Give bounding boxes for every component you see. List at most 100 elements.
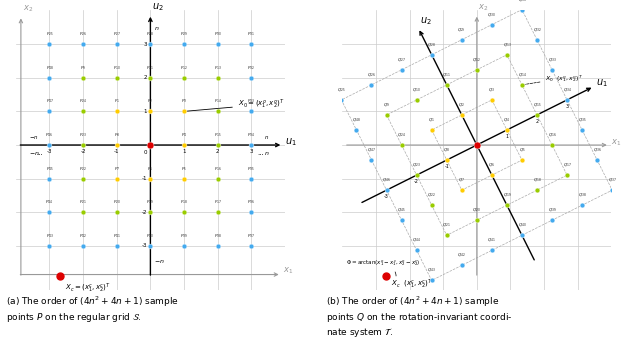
- Text: $Q_{21}$: $Q_{21}$: [442, 222, 451, 229]
- Text: $P_{15}$: $P_{15}$: [214, 131, 221, 139]
- Text: $P_{6}$: $P_{6}$: [147, 165, 154, 173]
- Text: $P_{25}$: $P_{25}$: [45, 30, 53, 38]
- Text: (a) The order of $(4n^2+4n+1)$ sample
points $P$ on the regular grid $\mathcal{S: (a) The order of $(4n^2+4n+1)$ sample po…: [6, 295, 179, 324]
- Text: -2: -2: [81, 149, 86, 154]
- Text: $P_{13}$: $P_{13}$: [214, 64, 221, 72]
- Text: $-n$: $-n$: [29, 150, 40, 157]
- Text: $P_{34}$: $P_{34}$: [247, 131, 255, 139]
- Text: $Q_{16}$: $Q_{16}$: [548, 132, 556, 139]
- Text: $\Phi=\mathrm{arctan}(x_1^o-x_1^c, x_2^o-x_2^c)$: $\Phi=\mathrm{arctan}(x_1^o-x_1^c, x_2^o…: [346, 258, 420, 268]
- Text: $P_{8}$: $P_{8}$: [114, 131, 120, 139]
- Text: 3: 3: [250, 149, 253, 154]
- Text: -3: -3: [384, 194, 389, 199]
- Text: $P_{3}$: $P_{3}$: [181, 98, 187, 105]
- Text: $Q_{34}$: $Q_{34}$: [563, 87, 572, 94]
- Text: $P_{14}$: $P_{14}$: [214, 98, 221, 105]
- Text: $P_{45}$: $P_{45}$: [45, 165, 53, 173]
- Text: $Q_{43}$: $Q_{43}$: [428, 267, 436, 274]
- Text: $P_{48}$: $P_{48}$: [45, 64, 54, 72]
- Text: $Q_{48}$: $Q_{48}$: [352, 117, 361, 124]
- Text: $x_1$: $x_1$: [611, 137, 621, 148]
- Text: $X_c=(x_1^c, x_2^c)^T$: $X_c=(x_1^c, x_2^c)^T$: [65, 281, 111, 295]
- Text: $u_1$: $u_1$: [596, 77, 607, 89]
- Text: 0: 0: [143, 150, 147, 155]
- Text: $P_{23}$: $P_{23}$: [79, 131, 87, 139]
- Text: $x_2$: $x_2$: [22, 3, 33, 14]
- Text: $P_{11}$: $P_{11}$: [147, 64, 154, 72]
- Text: $Q_{45}$: $Q_{45}$: [397, 207, 406, 214]
- Text: $P_{47}$: $P_{47}$: [45, 98, 54, 105]
- Text: $P_{10}$: $P_{10}$: [113, 64, 121, 72]
- Text: $Q_{40}$: $Q_{40}$: [518, 222, 526, 229]
- Text: $Q_{41}$: $Q_{41}$: [488, 237, 496, 244]
- Text: $P_{28}$: $P_{28}$: [147, 30, 154, 38]
- Text: $P_{41}$: $P_{41}$: [113, 232, 121, 240]
- Text: $X_0=(x_1^o, x_2^o)^T$: $X_0=(x_1^o, x_2^o)^T$: [187, 98, 285, 111]
- Text: $X_c$  $(x_1^c, x_2^c)^T$: $X_c$ $(x_1^c, x_2^c)^T$: [391, 278, 433, 291]
- Text: $Q_{32}$: $Q_{32}$: [532, 27, 541, 34]
- Text: $Q_{28}$: $Q_{28}$: [428, 42, 436, 49]
- Text: 3: 3: [143, 42, 147, 47]
- Text: $P_{16}$: $P_{16}$: [214, 165, 221, 173]
- Text: $Q_{6}$: $Q_{6}$: [488, 162, 495, 169]
- Text: $Q_{13}$: $Q_{13}$: [502, 42, 511, 49]
- Text: $P_{20}$: $P_{20}$: [113, 199, 121, 206]
- Text: $Q_{18}$: $Q_{18}$: [532, 177, 541, 184]
- Text: $Q_{10}$: $Q_{10}$: [412, 87, 421, 94]
- Text: $Q_{25}$: $Q_{25}$: [337, 87, 346, 94]
- Text: $P_{32}$: $P_{32}$: [248, 64, 255, 72]
- Text: ...: ...: [36, 150, 44, 156]
- Text: 1: 1: [182, 149, 186, 154]
- Text: $P_{5}$: $P_{5}$: [181, 165, 187, 173]
- Text: $Q_{15}$: $Q_{15}$: [532, 102, 541, 109]
- Text: -3: -3: [141, 244, 147, 248]
- Text: $Q_{47}$: $Q_{47}$: [367, 147, 376, 154]
- Text: $Q_{42}$: $Q_{42}$: [458, 252, 466, 259]
- Text: $P_{35}$: $P_{35}$: [248, 165, 255, 173]
- Text: $u_1$: $u_1$: [285, 136, 297, 148]
- Text: $P_{1}$: $P_{1}$: [114, 98, 120, 105]
- Text: $P_{38}$: $P_{38}$: [214, 232, 221, 240]
- Text: $P_{30}$: $P_{30}$: [214, 30, 221, 38]
- Text: $Q_{44}$: $Q_{44}$: [412, 237, 421, 244]
- Text: 1: 1: [143, 109, 147, 114]
- Text: $P_{40}$: $P_{40}$: [147, 232, 154, 240]
- Text: ...: ...: [257, 150, 264, 156]
- Text: $Q_{9}$: $Q_{9}$: [383, 102, 390, 109]
- Text: 2: 2: [143, 75, 147, 80]
- Text: $P_{29}$: $P_{29}$: [180, 30, 188, 38]
- Text: $Q_{31}$: $Q_{31}$: [518, 0, 526, 3]
- Text: $Q_{26}$: $Q_{26}$: [367, 72, 376, 79]
- Text: $Q_{14}$: $Q_{14}$: [518, 72, 526, 79]
- Text: $Q_{24}$: $Q_{24}$: [397, 132, 406, 139]
- Text: $Q_{22}$: $Q_{22}$: [428, 192, 436, 199]
- Text: $P_{27}$: $P_{27}$: [113, 30, 121, 38]
- Text: $-n$: $-n$: [29, 134, 39, 141]
- Text: $X_0$  $(x_1^o, x_2^o)^T$: $X_0$ $(x_1^o, x_2^o)^T$: [525, 73, 584, 84]
- Text: $u_2$: $u_2$: [420, 15, 431, 27]
- Text: 2: 2: [216, 149, 220, 154]
- Text: $Q_{23}$: $Q_{23}$: [412, 162, 421, 169]
- Text: $Q_{7}$: $Q_{7}$: [458, 177, 465, 184]
- Text: $Q_{38}$: $Q_{38}$: [578, 192, 586, 199]
- Text: $Q_{37}$: $Q_{37}$: [608, 177, 616, 184]
- Text: $P_{7}$: $P_{7}$: [114, 165, 120, 173]
- Text: $P_{9}$: $P_{9}$: [80, 64, 86, 72]
- Text: $P_{12}$: $P_{12}$: [180, 64, 188, 72]
- Text: $P_{39}$: $P_{39}$: [180, 232, 188, 240]
- Text: $x_1$: $x_1$: [284, 266, 294, 276]
- Text: $x_2$: $x_2$: [479, 3, 489, 13]
- Text: $P_{2}$: $P_{2}$: [147, 98, 154, 105]
- Text: $P_{17}$: $P_{17}$: [214, 199, 221, 206]
- Text: $Q_{35}$: $Q_{35}$: [578, 117, 586, 124]
- Text: $P_{46}$: $P_{46}$: [45, 131, 54, 139]
- Text: -1: -1: [141, 176, 147, 181]
- Text: $Q_{4}$: $Q_{4}$: [504, 117, 510, 124]
- Text: 3: 3: [566, 104, 568, 109]
- Text: $P_{44}$: $P_{44}$: [45, 199, 54, 206]
- Text: $Q_{29}$: $Q_{29}$: [458, 27, 466, 34]
- Text: $Q_{20}$: $Q_{20}$: [472, 207, 481, 214]
- Text: $Q_{12}$: $Q_{12}$: [472, 57, 481, 64]
- Text: $Q_{33}$: $Q_{33}$: [548, 57, 556, 64]
- Text: 2: 2: [536, 119, 538, 124]
